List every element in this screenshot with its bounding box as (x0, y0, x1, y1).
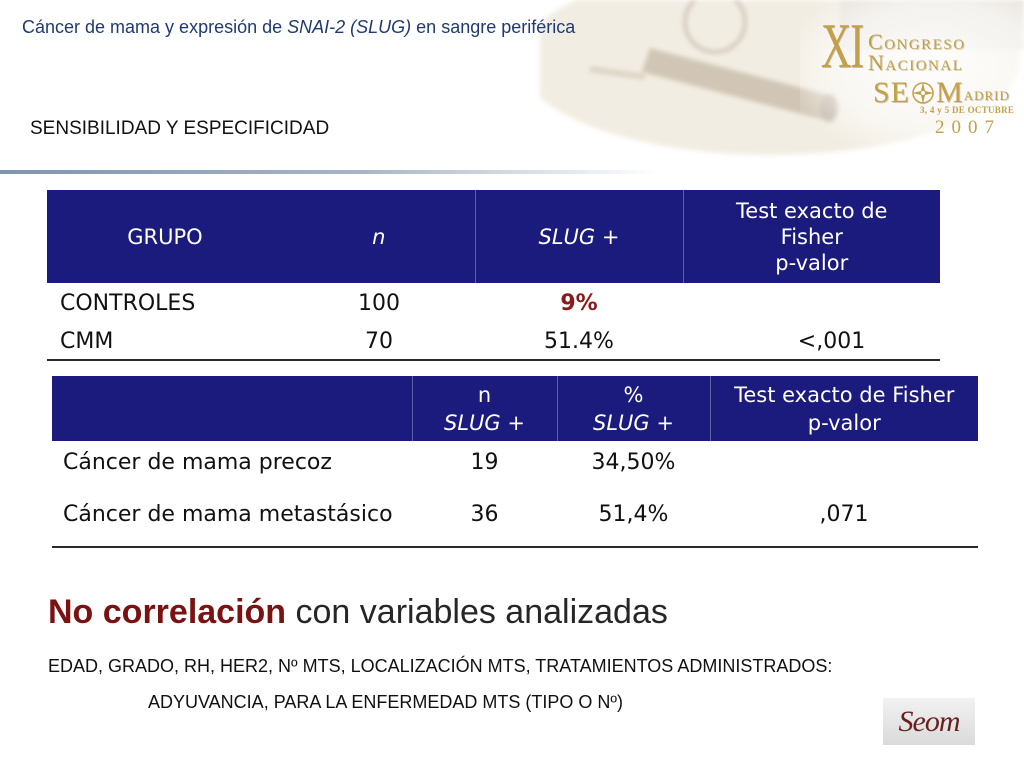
compass-rose-icon (912, 82, 935, 104)
header-cell-slug-positive: SLUG + (474, 190, 683, 283)
table-row: Cáncer de mama precoz 19 34,50% (52, 441, 978, 483)
slide-title-gene: SNAI-2 (SLUG) (287, 17, 412, 37)
cell-percent: 34,50% (591, 449, 676, 475)
variables-list-line1: EDAD, GRADO, RH, HER2, Nº MTS, LOCALIZAC… (48, 656, 833, 676)
congress-logo-year: 2007 (935, 117, 1001, 138)
header-cell-group: GRUPO (47, 190, 283, 283)
congress-logo-numeral: XI (821, 10, 864, 81)
header-fisher-line1: Test exacto de (736, 198, 888, 223)
header-percent-line1: % (623, 382, 644, 407)
photo-rope (589, 66, 646, 80)
cell-subgroup: Cáncer de mama metastásico (63, 502, 393, 527)
logo-background-wash (800, 0, 1024, 150)
seom-footer-logo: Seom (883, 698, 975, 745)
groups-table-header-row: GRUPO n SLUG + Test exacto de Fisher p-v… (47, 190, 940, 283)
header-cell-n: n (283, 190, 475, 283)
subgroups-table-header-row: n SLUG + % SLUG + Test exacto de Fisher … (52, 376, 978, 441)
header-n-line1: n (477, 382, 492, 407)
table-row: CMM 70 51.4% <,001 (47, 323, 940, 360)
compass-center (921, 91, 926, 95)
congress-logo-line2: NACIONAL (868, 50, 964, 75)
cell-n: 70 (365, 328, 393, 354)
conclusion-rest: con variables analizadas (286, 593, 668, 631)
photo-dial (683, 0, 747, 54)
subgroups-table: n SLUG + % SLUG + Test exacto de Fisher … (52, 376, 978, 548)
cell-p-value (710, 441, 978, 483)
cell-slug-positive-highlight: 9% (560, 290, 598, 316)
cell-n: 19 (470, 449, 499, 475)
conclusion-statement: No correlación con variables analizadas (48, 592, 668, 632)
seom-logo-lettering: Seom (898, 704, 961, 738)
header-cell-fisher: Test exacto de Fisher p-valor (682, 190, 940, 283)
cell-p-value (683, 283, 940, 323)
congress-logo-society-end: M (936, 76, 964, 109)
table-row: Cáncer de mama metastásico 36 51,4% ,071 (52, 483, 978, 547)
header-cell-fisher: Test exacto de Fisher p-valor (709, 376, 978, 441)
header-divider (0, 170, 660, 174)
cell-percent: 51,4% (598, 502, 669, 527)
table-row: CONTROLES 100 9% (47, 283, 940, 323)
photo-telescope (642, 48, 832, 120)
cell-p-value: <,001 (797, 328, 866, 354)
congress-logo-society: SE M ADRID (873, 74, 1010, 108)
header-cell-percent: % SLUG + (556, 376, 710, 441)
header-fisher-line1: Test exacto de Fisher (734, 382, 955, 407)
cell-slug-positive: 51.4% (544, 328, 614, 354)
section-heading: SENSIBILIDAD Y ESPECIFICIDAD (30, 118, 330, 139)
header-fisher-line3: p-valor (775, 250, 849, 275)
cell-subgroup: Cáncer de mama precoz (63, 449, 332, 475)
cell-n: 36 (470, 502, 499, 527)
slide-title: Cáncer de mama y expresión de SNAI-2 (SL… (22, 16, 575, 38)
header-fisher-line2: Fisher (780, 224, 843, 249)
cell-n: 100 (358, 290, 400, 316)
header-percent-line2: SLUG + (593, 410, 674, 435)
header-cell-empty (52, 376, 412, 441)
congress-logo-dates: 3, 4 y 5 DE OCTUBRE (920, 105, 1015, 115)
congress-logo-city: ADRID (963, 88, 1010, 103)
slide-title-end: en sangre periférica (411, 17, 576, 37)
header-cell-n: n SLUG + (411, 376, 557, 441)
groups-table: GRUPO n SLUG + Test exacto de Fisher p-v… (47, 190, 940, 361)
variables-list-line2: ADYUVANCIA, PARA LA ENFERMEDAD MTS (TIPO… (148, 692, 623, 712)
header-fisher-line2: p-valor (807, 410, 881, 435)
cell-group: CONTROLES (60, 290, 196, 316)
cell-p-value: ,071 (819, 502, 869, 527)
conclusion-emphasis: No correlación (48, 593, 287, 631)
header-n-line2: SLUG + (444, 410, 525, 435)
cell-group: CMM (60, 328, 114, 354)
slide-title-start: Cáncer de mama y expresión de (22, 17, 288, 37)
congress-logo-line1: CONGRESO (868, 29, 966, 54)
congress-logo-society-start: SE (873, 76, 911, 109)
